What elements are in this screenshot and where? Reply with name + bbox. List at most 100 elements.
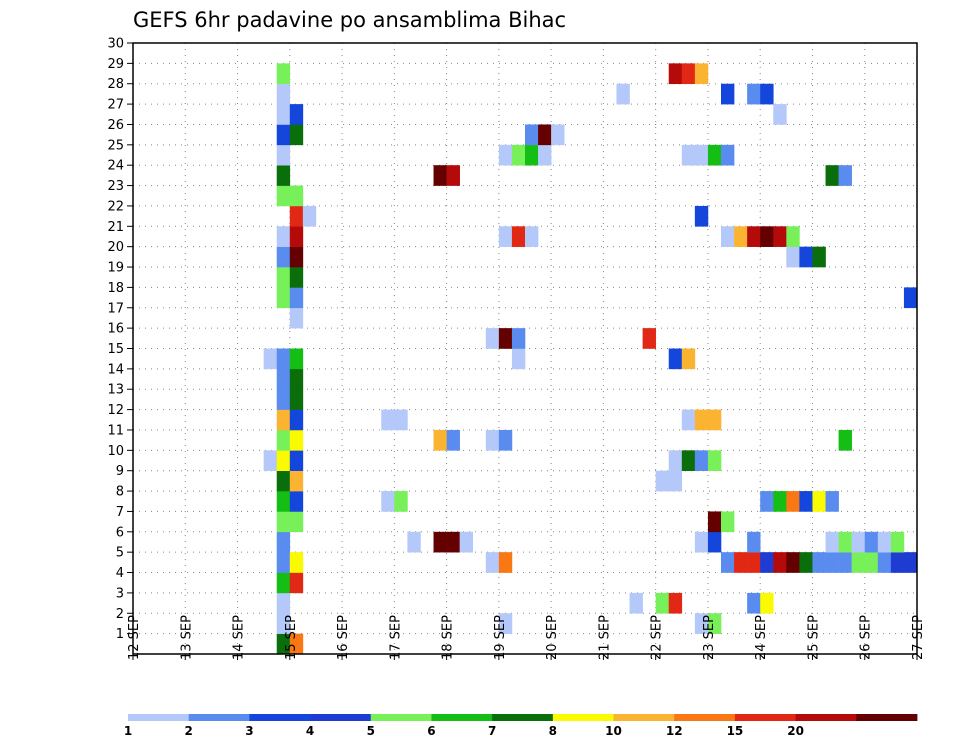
heatmap-cell: [694, 613, 709, 634]
y-tick-label: 20: [107, 240, 124, 255]
colorbar-label: 3: [245, 724, 253, 738]
colorbar-label: 12: [666, 724, 683, 738]
heatmap-cell: [511, 144, 526, 166]
heatmap-cell: [681, 144, 696, 166]
heatmap-cell: [707, 450, 722, 471]
y-tick-label: 16: [107, 322, 124, 337]
x-tick-label: 15 SEP: [284, 615, 299, 660]
heatmap-cell: [276, 287, 291, 309]
heatmap-cell: [707, 144, 722, 166]
heatmap-cell: [276, 450, 291, 471]
heatmap-cell: [433, 531, 447, 553]
heatmap-cell: [511, 348, 526, 370]
y-tick-label: 7: [116, 505, 124, 520]
heatmap-cell: [276, 165, 291, 186]
heatmap-cell: [276, 592, 291, 614]
x-tick-label: 27 SEP: [911, 615, 926, 660]
y-tick-label: 23: [107, 179, 124, 194]
heatmap-cell: [721, 83, 735, 105]
heatmap-cell: [799, 246, 813, 268]
heatmap-cell: [498, 429, 513, 451]
y-tick-label: 1: [116, 627, 124, 642]
colorbar-label: 5: [367, 724, 375, 738]
heatmap-cell: [773, 104, 787, 125]
heatmap-cell: [694, 531, 709, 553]
heatmap-cell: [799, 491, 813, 512]
heatmap-cell: [786, 552, 800, 573]
colorbar-swatch: [795, 714, 857, 721]
heatmap-cell: [511, 226, 526, 247]
y-tick-label: 10: [107, 444, 124, 459]
heatmap-cell: [681, 450, 696, 471]
y-tick-label: 22: [107, 199, 124, 214]
heatmap-cell: [276, 572, 291, 594]
heatmap-cell: [498, 328, 513, 349]
heatmap-cell: [616, 83, 630, 105]
heatmap-cell: [289, 470, 304, 492]
heatmap-cell: [903, 287, 918, 309]
heatmap-cell: [642, 328, 656, 349]
y-tick-label: 21: [107, 220, 124, 235]
x-tick-label: 13 SEP: [179, 615, 194, 660]
heatmap-cell: [394, 491, 408, 512]
heatmap-cell: [903, 552, 918, 573]
heatmap-cell: [289, 409, 304, 431]
heatmap-cell: [890, 552, 905, 573]
heatmap-cell: [747, 552, 761, 573]
y-tick-label: 14: [107, 362, 124, 377]
y-tick-label: 27: [107, 98, 124, 113]
heatmap-cell: [864, 552, 879, 573]
heatmap-cell: [276, 389, 291, 410]
heatmap-cell: [289, 511, 304, 533]
heatmap-cell: [838, 552, 852, 573]
heatmap-cell: [538, 144, 552, 166]
heatmap-cell: [485, 552, 500, 573]
x-tick-label: 18 SEP: [441, 615, 456, 660]
y-axis: 1234567891011121314151617181920212223242…: [107, 37, 133, 642]
heatmap-cell: [799, 552, 813, 573]
heatmap-cell: [786, 491, 800, 512]
heatmap-cell: [538, 124, 552, 146]
heatmap-cell: [289, 307, 304, 329]
heatmap-cell: [289, 491, 304, 512]
colorbar-swatch: [552, 714, 614, 721]
colorbar-swatch: [370, 714, 432, 721]
heatmap-cell: [276, 470, 291, 492]
heatmap-cell: [721, 226, 735, 247]
heatmap-cell: [276, 226, 291, 247]
heatmap-cell: [655, 470, 670, 492]
colorbar-label: 15: [727, 724, 744, 738]
y-tick-label: 30: [107, 37, 124, 52]
heatmap-cell: [289, 185, 304, 207]
heatmap-cell: [498, 613, 513, 634]
heatmap-cell: [485, 429, 500, 451]
y-tick-label: 19: [107, 261, 124, 276]
heatmap-cell: [276, 429, 291, 451]
heatmap-cell: [289, 267, 304, 288]
x-tick-label: 26 SEP: [859, 615, 874, 660]
colorbar-swatch: [188, 714, 250, 721]
heatmap-cell: [498, 552, 513, 573]
x-tick-label: 25 SEP: [806, 615, 821, 660]
heatmap-cell: [655, 592, 670, 614]
heatmap-cell: [786, 226, 800, 247]
x-tick-label: 23 SEP: [702, 615, 717, 660]
heatmap-cell: [485, 328, 500, 349]
heatmap-cell: [721, 552, 735, 573]
heatmap-cell: [289, 104, 304, 125]
heatmap-cell: [694, 450, 709, 471]
heatmap-cell: [747, 592, 761, 614]
heatmap-cell: [734, 226, 748, 247]
y-tick-label: 13: [107, 383, 124, 398]
y-tick-label: 18: [107, 281, 124, 296]
colorbar-swatch: [734, 714, 797, 721]
heatmap-cell: [851, 531, 866, 553]
heatmap-cell: [851, 552, 866, 573]
heatmap-cell: [707, 531, 722, 553]
heatmap-cell: [289, 246, 304, 268]
colorbar-swatch: [492, 714, 554, 721]
heatmap-cell: [721, 144, 735, 166]
heatmap-cell: [289, 124, 304, 146]
heatmap-cell: [263, 450, 278, 471]
